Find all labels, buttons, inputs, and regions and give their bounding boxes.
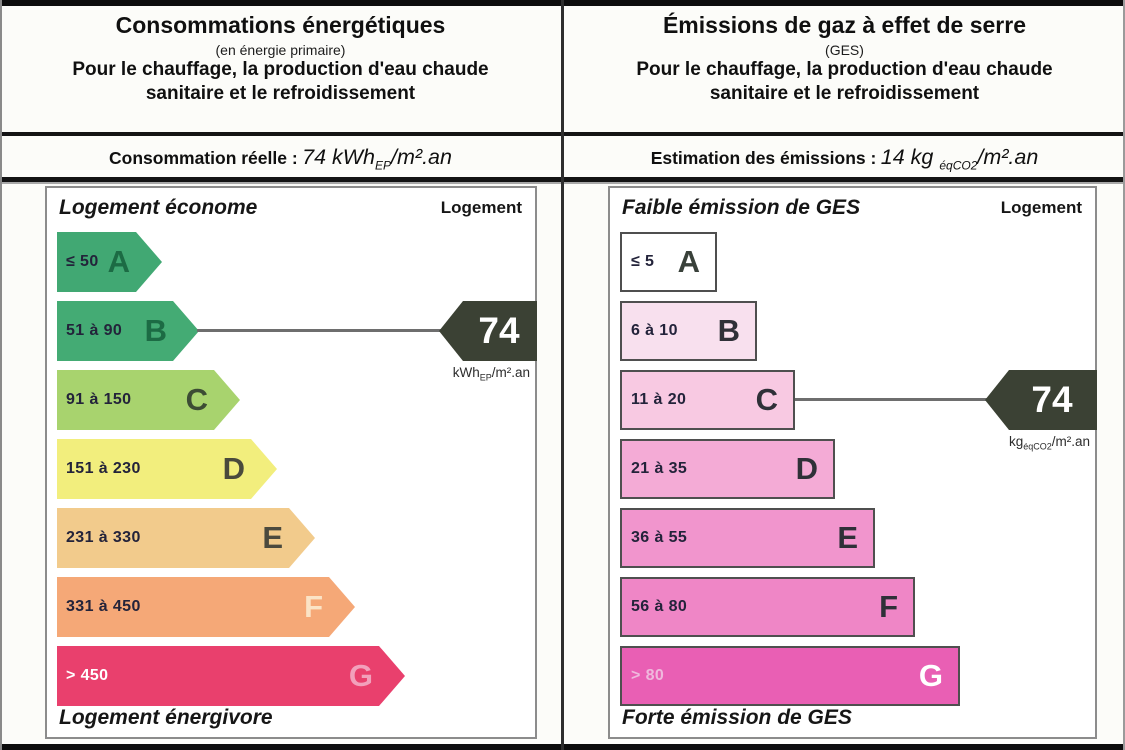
- unit-suffix: /m².an: [491, 365, 530, 380]
- right-border: [1123, 0, 1125, 750]
- band-range: 91 à 150: [66, 391, 132, 408]
- band-range: > 80: [631, 667, 665, 684]
- ges-scope-line2: sanitaire et le refroidissement: [709, 83, 980, 105]
- band-letter: D: [222, 451, 245, 486]
- band-range: 231 à 330: [66, 529, 141, 546]
- ges-band-E: 36 à 55 E: [620, 508, 875, 568]
- ges-reading-sub: éqCO2: [939, 158, 978, 173]
- energy-value: 74: [478, 310, 520, 351]
- ges-band-C: 11 à 20 C: [620, 370, 795, 430]
- ges-reading-value: 14 kg éqCO2/m².an: [880, 145, 1039, 173]
- band-letter: F: [879, 589, 898, 624]
- energy-band-B: 51 à 90 B: [57, 301, 199, 361]
- left-border: [0, 0, 2, 750]
- energy-header: Consommations énergétiques (en énergie p…: [0, 12, 561, 107]
- band-letter: B: [717, 313, 740, 348]
- ges-band-D: 21 à 35 D: [620, 439, 835, 499]
- energy-scope-line2: sanitaire et le refroidissement: [145, 83, 416, 105]
- band-range: 11 à 20: [631, 391, 687, 408]
- ges-pointer-line: [795, 398, 991, 401]
- band-letter: A: [107, 244, 130, 279]
- band-letter: C: [755, 382, 778, 417]
- center-divider: [561, 0, 564, 750]
- energy-pointer-unit: kWhEP/m².an: [453, 365, 530, 383]
- band-range: ≤ 50: [66, 253, 99, 270]
- energy-bottom-label: Logement énergivore: [59, 706, 273, 729]
- ges-band-B: 6 à 10 B: [620, 301, 757, 361]
- ges-reading-unit: /m².an: [977, 145, 1039, 169]
- band-letter: F: [304, 589, 323, 624]
- energy-band-D: 151 à 230 D: [57, 439, 277, 499]
- ges-scale-chart: Faible émission de GES Logement ≤ 5 A 6 …: [608, 186, 1097, 739]
- ges-reading-label: Estimation des émissions :: [650, 148, 877, 168]
- unit-sub: EP: [479, 372, 492, 383]
- band-letter: E: [837, 520, 858, 555]
- band-range: 151 à 230: [66, 460, 141, 477]
- energy-reading-label: Consommation réelle :: [109, 148, 298, 168]
- energy-pointer-line: [197, 329, 445, 332]
- band-letter: B: [144, 313, 167, 348]
- energy-reading-unit: /m².an: [391, 145, 452, 169]
- ges-pointer-unit: kgéqCO2/m².an: [1009, 434, 1090, 452]
- ges-bottom-label: Forte émission de GES: [622, 706, 852, 729]
- energy-corner-label: Logement: [440, 198, 522, 217]
- energy-top-label: Logement économe: [59, 196, 258, 219]
- energy-reading-sub: EP: [375, 158, 392, 173]
- ges-corner-label: Logement: [1000, 198, 1082, 217]
- band-range: 56 à 80: [631, 598, 688, 615]
- ges-band-F: 56 à 80 F: [620, 577, 915, 637]
- energy-subtitle: (en énergie primaire): [215, 41, 346, 58]
- ges-band-A: ≤ 5 A: [620, 232, 717, 292]
- band-range: ≤ 5: [631, 253, 655, 270]
- unit-sub: éqCO2: [1023, 441, 1052, 452]
- energy-scope-line1: Pour le chauffage, la production d'eau c…: [72, 58, 489, 80]
- ges-band-G: > 80 G: [620, 646, 960, 706]
- band-letter: G: [918, 658, 943, 693]
- ges-subtitle: (GES): [825, 41, 864, 58]
- ges-value: 74: [1031, 379, 1073, 420]
- band-letter: C: [185, 382, 208, 417]
- ges-top-label: Faible émission de GES: [622, 196, 861, 219]
- energy-band-C: 91 à 150 C: [57, 370, 240, 430]
- energy-band-G: > 450 G: [57, 646, 405, 706]
- ges-value-pointer: 74: [985, 370, 1097, 430]
- energy-reading-value: 74 kWhEP/m².an: [302, 145, 452, 173]
- energy-scale-chart: Logement économe Logement ≤ 50 A 51 à 90…: [45, 186, 537, 739]
- band-range: 51 à 90: [66, 322, 123, 339]
- ges-title: Émissions de gaz à effet de serre: [662, 12, 1027, 38]
- band-range: 21 à 35: [631, 460, 688, 477]
- ges-reading: Estimation des émissions : 14 kg éqCO2/m…: [564, 139, 1125, 175]
- energy-reading: Consommation réelle : 74 kWhEP/m².an: [0, 139, 561, 175]
- band-letter: A: [677, 244, 700, 279]
- energy-band-A: ≤ 50 A: [57, 232, 162, 292]
- unit-prefix: kg: [1008, 434, 1024, 449]
- band-letter: E: [262, 520, 283, 555]
- band-range: 36 à 55: [631, 529, 688, 546]
- band-range: > 450: [66, 667, 109, 684]
- unit-prefix: kWh: [452, 365, 480, 380]
- ges-reading-number: 14 kg: [880, 145, 940, 169]
- unit-suffix: /m².an: [1051, 434, 1090, 449]
- band-range: 6 à 10: [631, 322, 678, 339]
- band-letter: G: [348, 658, 373, 693]
- band-letter: D: [795, 451, 818, 486]
- ges-scope-line1: Pour le chauffage, la production d'eau c…: [636, 58, 1053, 80]
- ges-header: Émissions de gaz à effet de serre (GES) …: [564, 12, 1125, 107]
- energy-value-pointer: 74: [439, 301, 537, 361]
- band-range: 331 à 450: [66, 598, 141, 615]
- energy-title: Consommations énergétiques: [115, 12, 446, 38]
- energy-reading-number: 74 kWh: [302, 145, 376, 169]
- energy-band-F: 331 à 450 F: [57, 577, 355, 637]
- energy-band-E: 231 à 330 E: [57, 508, 315, 568]
